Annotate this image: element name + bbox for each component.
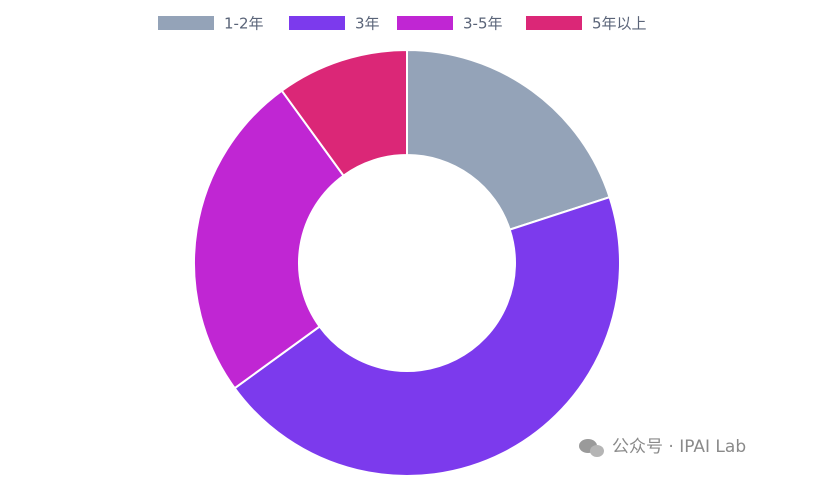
donut-slice (280, 48, 408, 178)
legend-label: 5年以上 (592, 15, 647, 33)
legend-swatch (526, 16, 582, 30)
watermark-text: 公众号 · IPAI Lab (612, 437, 746, 457)
legend-swatch (397, 16, 453, 30)
donut-slice (193, 89, 345, 390)
donut-slice (406, 48, 611, 231)
watermark-icon (590, 445, 604, 457)
legend-label: 1-2年 (224, 15, 264, 33)
donut (193, 48, 621, 477)
legend: 1-2年 3年 3-5年 5年以上 (158, 15, 647, 33)
legend-label: 3年 (355, 15, 380, 33)
legend-swatch (289, 16, 345, 30)
legend-label: 3-5年 (463, 15, 503, 33)
legend-swatch (158, 16, 214, 30)
watermark: 公众号 · IPAI Lab (579, 437, 746, 457)
donut-slice (233, 195, 621, 477)
